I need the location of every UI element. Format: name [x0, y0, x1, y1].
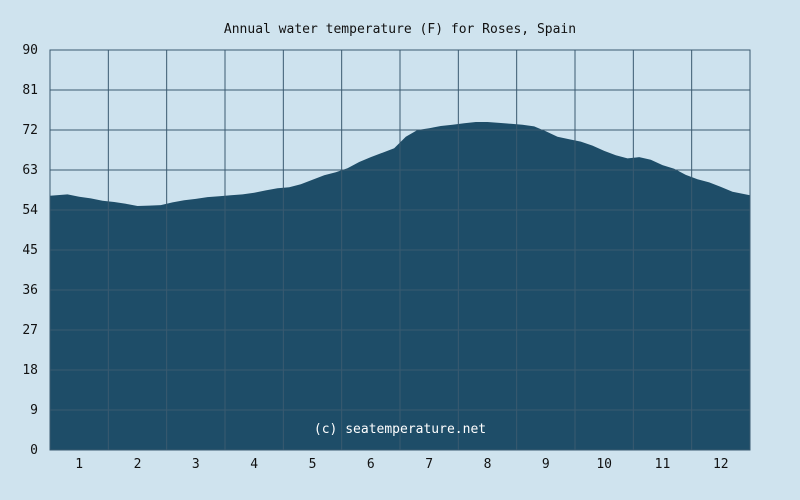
y-tick-label: 81	[22, 83, 38, 98]
x-tick-labels: 1 2 3 4 5 6 7 8 9 10 11 12	[75, 457, 728, 472]
y-tick-label: 45	[22, 243, 38, 258]
plot-border	[49, 49, 751, 451]
x-tick-label: 1	[75, 457, 83, 472]
x-tick-label: 6	[367, 457, 375, 472]
y-tick-label: 72	[22, 123, 38, 138]
x-tick-label: 3	[192, 457, 200, 472]
y-tick-label: 36	[22, 283, 38, 298]
y-tick-label: 9	[30, 403, 38, 418]
x-tick-label: 4	[250, 457, 258, 472]
y-tick-label: 54	[22, 203, 38, 218]
y-tick-labels: 0 9 18 27 36 45 54 63 72 81 90	[22, 43, 38, 458]
chart-title: Annual water temperature (F) for Roses, …	[224, 22, 576, 37]
x-tick-label: 2	[134, 457, 142, 472]
x-tick-label: 8	[484, 457, 492, 472]
y-tick-label: 90	[22, 43, 38, 58]
x-tick-label: 5	[309, 457, 317, 472]
y-tick-label: 27	[22, 323, 38, 338]
watermark: (c) seatemperature.net	[314, 422, 486, 437]
y-tick-label: 18	[22, 363, 38, 378]
y-tick-label: 0	[30, 443, 38, 458]
x-tick-label: 11	[655, 457, 671, 472]
x-tick-label: 7	[425, 457, 433, 472]
x-tick-label: 9	[542, 457, 550, 472]
y-tick-label: 63	[22, 163, 38, 178]
x-tick-label: 10	[596, 457, 612, 472]
x-tick-label: 12	[713, 457, 729, 472]
